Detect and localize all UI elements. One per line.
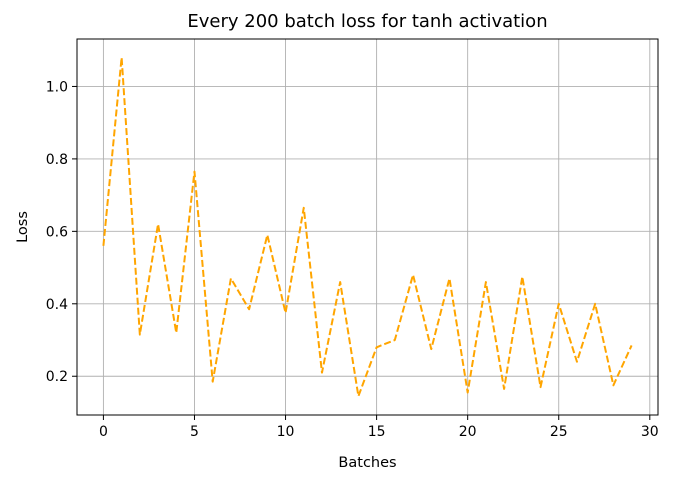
loss-data-point <box>376 346 378 348</box>
loss-data-point <box>412 274 414 276</box>
loss-data-point <box>193 171 195 173</box>
x-tick-label: 25 <box>550 424 568 440</box>
loss-data-point <box>612 384 614 386</box>
loss-data-point <box>485 281 487 283</box>
loss-data-point <box>558 303 560 305</box>
loss-data-point <box>357 395 359 397</box>
loss-data-point <box>467 392 469 394</box>
loss-data-point <box>394 339 396 341</box>
loss-data-point <box>102 245 104 247</box>
loss-data-point <box>430 348 432 350</box>
loss-data-point <box>540 386 542 388</box>
x-tick-label: 30 <box>641 424 659 440</box>
y-tick-label: 0.6 <box>46 224 68 240</box>
loss-data-point <box>212 381 214 383</box>
loss-data-point <box>521 276 523 278</box>
x-tick-label: 10 <box>277 424 295 440</box>
loss-data-point <box>594 303 596 305</box>
x-tick-label: 5 <box>190 424 199 440</box>
loss-series-line <box>102 56 633 398</box>
loss-data-point <box>321 372 323 374</box>
x-axis-label: Batches <box>338 455 396 471</box>
x-tick-label: 20 <box>459 424 477 440</box>
loss-data-point <box>157 223 159 225</box>
loss-data-point <box>339 281 341 283</box>
x-tick-label: 0 <box>99 424 108 440</box>
loss-data-point <box>503 388 505 390</box>
loss-data-point <box>175 332 177 334</box>
axis-ticks: 0 5 10 15 20 25 30 0.2 0.4 0.6 0.8 1.0 <box>46 79 659 440</box>
y-tick-label: 0.2 <box>46 369 68 385</box>
series-layer <box>102 56 633 398</box>
y-tick-label: 0.4 <box>46 297 68 313</box>
x-tick-label: 15 <box>368 424 386 440</box>
loss-data-point <box>448 277 450 279</box>
loss-data-point <box>266 234 268 236</box>
grid-lines <box>77 39 658 415</box>
loss-data-point <box>121 56 123 58</box>
loss-data-point <box>303 207 305 209</box>
loss-data-point <box>285 312 287 314</box>
loss-data-point <box>230 277 232 279</box>
loss-data-point <box>248 308 250 310</box>
y-axis-label: Loss <box>15 211 31 243</box>
plot-frame <box>76 38 659 416</box>
loss-data-point <box>576 361 578 363</box>
loss-data-point <box>631 344 633 346</box>
loss-data-point <box>139 334 141 336</box>
y-tick-label: 0.8 <box>46 152 68 168</box>
y-tick-label: 1.0 <box>46 79 68 95</box>
chart-title: Every 200 batch loss for tanh activation <box>187 11 547 32</box>
